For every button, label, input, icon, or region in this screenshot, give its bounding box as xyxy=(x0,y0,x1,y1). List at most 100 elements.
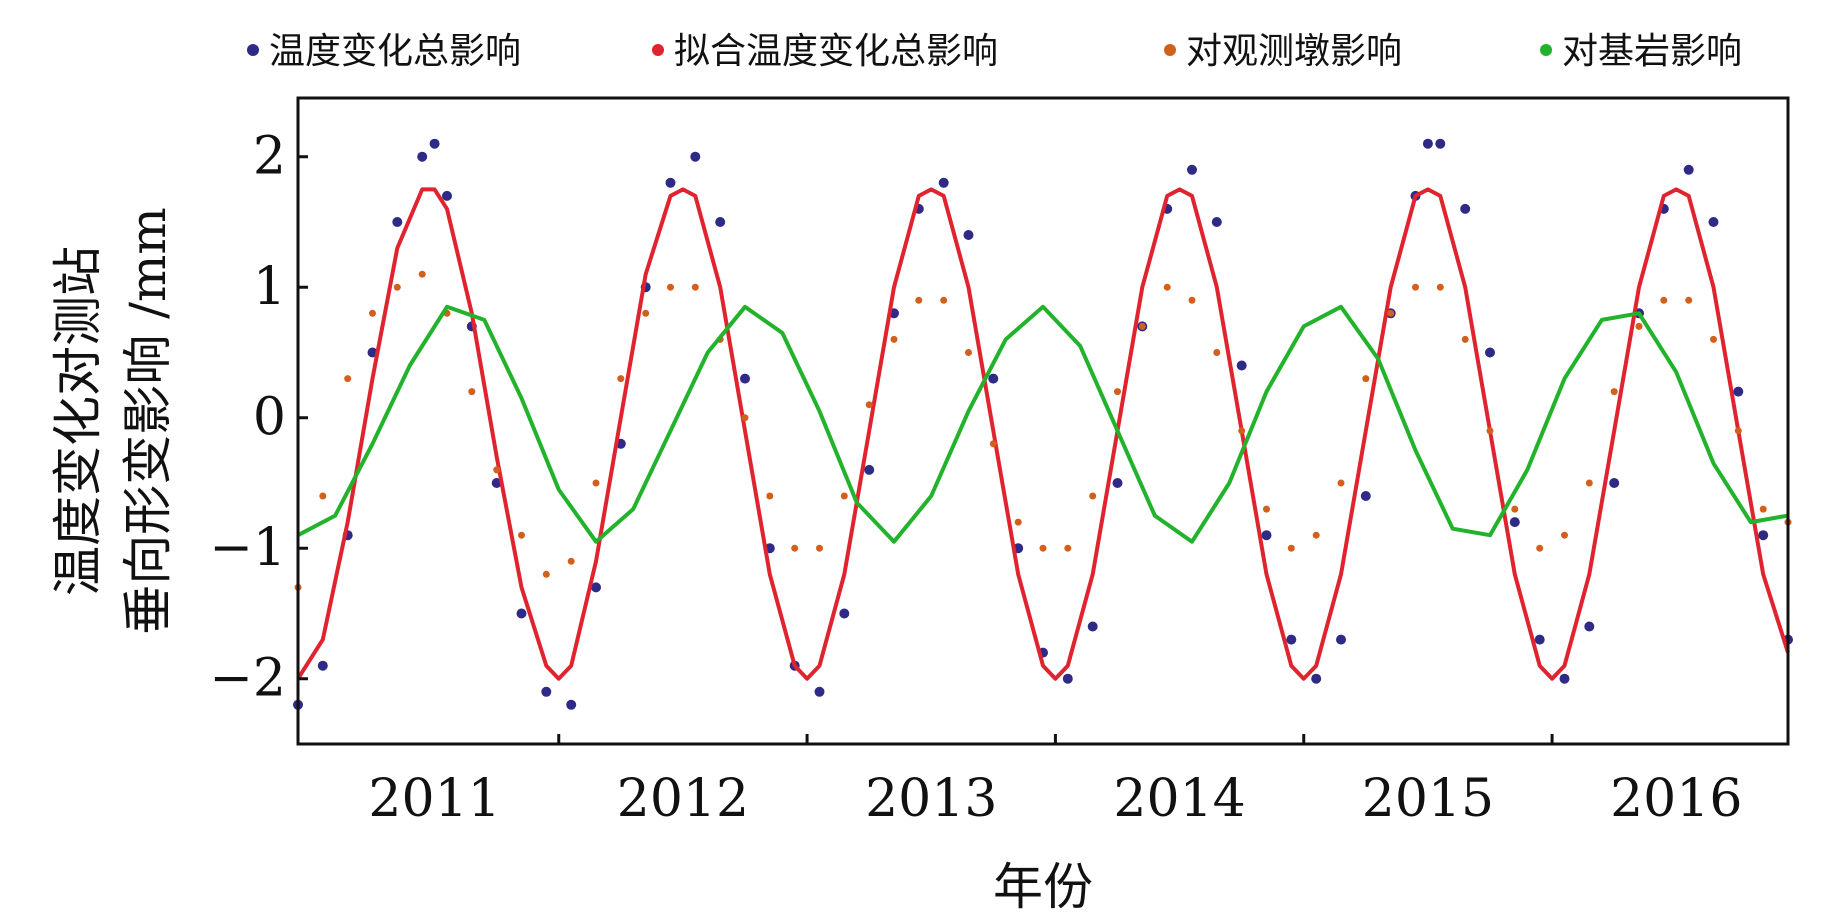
series-3-point xyxy=(1660,296,1668,304)
series-1-point xyxy=(317,660,328,671)
series-3-point xyxy=(691,283,699,291)
series-1-point xyxy=(839,608,850,619)
series-3-point xyxy=(617,375,625,383)
series-3-point xyxy=(816,544,823,552)
series-1-point xyxy=(1360,491,1371,501)
series-3-point xyxy=(965,349,972,356)
series-3-point xyxy=(1461,335,1469,343)
series-3 xyxy=(294,270,1792,591)
series-1-point xyxy=(417,151,428,162)
series-1-point xyxy=(938,177,949,188)
series-layer xyxy=(293,138,1793,710)
series-1-point xyxy=(516,608,527,619)
legend-label: 温度变化总影响 xyxy=(269,31,521,72)
series-1-point xyxy=(591,582,601,593)
y-tick-label: 1 xyxy=(253,257,286,317)
series-1-point xyxy=(690,151,701,162)
legend-marker xyxy=(247,44,259,56)
series-1-point xyxy=(1236,360,1247,371)
series-3-point xyxy=(1436,283,1444,291)
series-1-point xyxy=(1286,634,1297,645)
series-1-point xyxy=(963,230,974,240)
plot-frame xyxy=(296,96,1790,746)
series-1-point xyxy=(1422,138,1433,149)
series-1-point xyxy=(1758,530,1769,541)
series-3-point xyxy=(1163,283,1171,291)
series-3-point xyxy=(468,388,476,396)
series-3-point xyxy=(418,270,426,278)
series-3-point xyxy=(1263,505,1270,513)
series-3-point xyxy=(1064,544,1072,552)
series-3-point xyxy=(1685,296,1693,304)
y-tick-label: −1 xyxy=(209,518,286,578)
series-3-point xyxy=(393,283,401,291)
series-3-point xyxy=(940,296,948,304)
series-3-point xyxy=(1710,335,1717,343)
series-3-point xyxy=(493,466,501,474)
series-1-point xyxy=(1087,621,1098,632)
series-3-point xyxy=(766,492,774,500)
series-3-point xyxy=(1213,349,1221,356)
legend-item: 对观测墩影响 xyxy=(1164,31,1402,72)
series-1-point xyxy=(566,699,577,710)
series-1-point xyxy=(541,686,552,697)
legend-marker xyxy=(1540,44,1552,56)
series-1-point xyxy=(1311,673,1322,684)
x-tick-label: 2016 xyxy=(1610,769,1742,829)
x-tick-label: 2013 xyxy=(865,769,997,829)
series-3-point xyxy=(592,479,600,487)
x-axis: 2011 2012 2013 2014 2015 2016 xyxy=(368,734,1742,829)
x-tick-label: 2014 xyxy=(1113,769,1245,829)
y-axis-title-line: 温度变化对测站 xyxy=(49,246,107,596)
series-1-point xyxy=(392,217,403,227)
y-axis-title: 温度变化对测站 垂向形变影响 /mm xyxy=(49,207,177,635)
x-tick-label: 2012 xyxy=(617,769,749,829)
series-1-point xyxy=(1559,673,1570,684)
series-1-point xyxy=(1211,217,1222,227)
series-3-point xyxy=(1362,375,1370,383)
series-1-point xyxy=(1584,621,1595,632)
series-3-point xyxy=(1014,518,1022,526)
legend-marker xyxy=(652,44,664,56)
series-3-point xyxy=(642,309,650,317)
series-1-point xyxy=(1534,634,1545,645)
legend-item: 对基岩影响 xyxy=(1540,31,1742,72)
series-3-point xyxy=(865,401,873,409)
series-1-point xyxy=(1733,386,1744,397)
series-3-point xyxy=(1337,479,1345,487)
series-1-point xyxy=(442,190,452,201)
y-tick-label: −2 xyxy=(209,649,286,709)
legend-item: 拟合温度变化总影响 xyxy=(652,31,998,72)
series-1-point xyxy=(1261,530,1272,541)
series-1-point xyxy=(665,177,676,188)
series-1 xyxy=(293,138,1793,710)
series-1-point xyxy=(1609,478,1620,488)
series-1-point xyxy=(1509,517,1520,528)
legend-marker xyxy=(1164,44,1176,56)
series-3-point xyxy=(518,531,525,539)
series-2-line xyxy=(296,187,1790,681)
series-1-point xyxy=(429,138,440,149)
series-3-point xyxy=(1287,544,1295,552)
y-axis-title-line: 垂向形变影响 /mm xyxy=(119,207,177,635)
series-3-point xyxy=(1138,322,1146,330)
series-3-point xyxy=(319,492,327,500)
series-3-point xyxy=(1412,283,1419,291)
series-3-point xyxy=(1089,492,1097,500)
series-3-point xyxy=(989,440,997,448)
series-3-point xyxy=(344,375,352,383)
series-3-point xyxy=(567,557,575,565)
x-tick-label: 2011 xyxy=(368,769,500,829)
series-3-point xyxy=(1312,531,1320,539)
series-3-point xyxy=(1610,388,1618,396)
series-3-point xyxy=(542,570,550,578)
x-tick-label: 2015 xyxy=(1362,769,1494,829)
series-3-point xyxy=(915,296,923,304)
series-1-point xyxy=(988,373,999,384)
series-1-point xyxy=(1187,164,1197,175)
series-3-point xyxy=(1486,427,1494,435)
series-1-point xyxy=(1683,164,1694,175)
series-1-point xyxy=(864,464,875,475)
series-1-point xyxy=(1435,138,1446,149)
